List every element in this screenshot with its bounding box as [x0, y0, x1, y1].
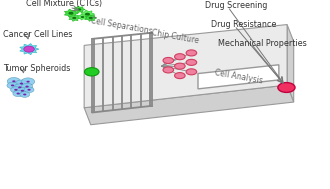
Circle shape: [20, 92, 30, 97]
Circle shape: [186, 69, 197, 75]
Circle shape: [175, 54, 185, 60]
Polygon shape: [85, 15, 97, 21]
Polygon shape: [78, 14, 88, 20]
Circle shape: [15, 80, 28, 87]
Circle shape: [26, 81, 30, 83]
Circle shape: [17, 88, 28, 94]
Circle shape: [81, 16, 84, 18]
Circle shape: [186, 59, 197, 65]
Polygon shape: [74, 6, 85, 13]
Circle shape: [21, 83, 33, 90]
Polygon shape: [81, 10, 95, 18]
Text: Cell Separations: Cell Separations: [90, 16, 154, 36]
Circle shape: [27, 89, 31, 91]
Circle shape: [7, 82, 18, 89]
Polygon shape: [20, 43, 39, 55]
Circle shape: [13, 91, 23, 97]
Text: Cell Analysis: Cell Analysis: [214, 68, 263, 85]
Polygon shape: [84, 85, 294, 125]
Circle shape: [163, 57, 174, 64]
Text: Cell Mixture (CTCs): Cell Mixture (CTCs): [26, 0, 102, 8]
Circle shape: [14, 89, 17, 91]
Text: Tumor Spheroids: Tumor Spheroids: [3, 64, 71, 73]
Circle shape: [163, 67, 174, 73]
Circle shape: [20, 83, 23, 84]
Circle shape: [21, 90, 24, 92]
Text: Chip Culture: Chip Culture: [150, 28, 199, 45]
Text: Drug Resistance: Drug Resistance: [211, 20, 277, 29]
Circle shape: [21, 78, 35, 85]
Circle shape: [18, 86, 21, 88]
Circle shape: [12, 80, 16, 82]
Circle shape: [23, 94, 26, 95]
Circle shape: [24, 46, 34, 52]
Circle shape: [175, 73, 185, 79]
Circle shape: [175, 63, 185, 69]
Polygon shape: [198, 65, 279, 89]
Text: Drug Screening: Drug Screening: [205, 1, 267, 10]
Circle shape: [89, 17, 93, 19]
Circle shape: [11, 87, 21, 93]
Circle shape: [85, 13, 90, 16]
Circle shape: [14, 84, 26, 91]
Text: Mechanical Properties: Mechanical Properties: [218, 39, 307, 48]
Text: Cancer Cell Lines: Cancer Cell Lines: [3, 29, 73, 39]
Circle shape: [278, 83, 295, 92]
Polygon shape: [69, 15, 80, 21]
Circle shape: [84, 68, 99, 76]
Polygon shape: [84, 25, 287, 108]
Circle shape: [11, 84, 14, 86]
Circle shape: [72, 17, 76, 19]
Circle shape: [7, 77, 20, 85]
Circle shape: [25, 86, 29, 88]
Circle shape: [24, 87, 34, 93]
Circle shape: [77, 8, 81, 11]
Circle shape: [186, 50, 197, 56]
Circle shape: [68, 12, 74, 15]
Polygon shape: [64, 9, 78, 17]
Polygon shape: [287, 25, 294, 102]
Circle shape: [16, 93, 20, 94]
